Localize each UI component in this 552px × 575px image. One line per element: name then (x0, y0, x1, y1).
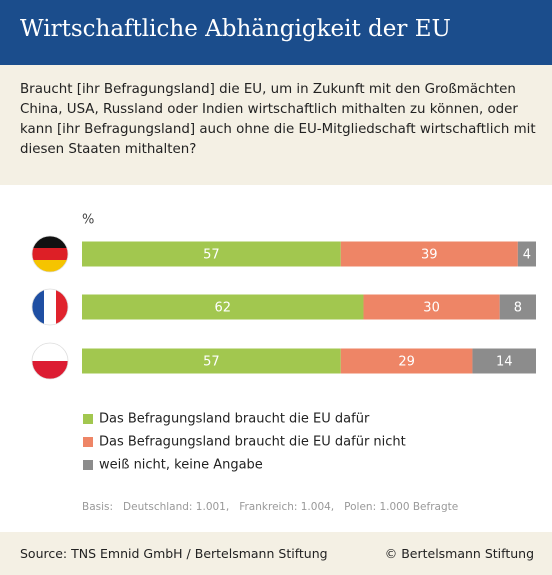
note: Basis: Deutschland: 1.001, Frankreich: 1… (82, 501, 458, 513)
bar-segment (517, 241, 536, 267)
subtitle: Braucht [ihr Befragungsland] die EU, um … (20, 82, 536, 157)
flag-stripe (32, 248, 68, 261)
data-label: 57 (203, 355, 220, 370)
flag-stripe (32, 236, 68, 249)
bar-segment (82, 294, 364, 320)
legend-label: weiß nicht, keine Angabe (99, 458, 263, 473)
header-band (0, 0, 552, 65)
flag-stripe (32, 361, 68, 379)
flag (32, 236, 68, 272)
bar-segment (82, 348, 341, 374)
legend-swatch (83, 414, 93, 424)
unit-label: % (82, 213, 94, 228)
data-label: 57 (203, 248, 220, 263)
footer-band (0, 532, 552, 575)
copyright: © Bertelsmann Stiftung (384, 546, 534, 561)
legend-swatch (83, 460, 93, 470)
flag-outline (31, 288, 69, 326)
flag-outline (31, 342, 69, 380)
legend-label: Das Befragungsland braucht die EU dafür (99, 412, 370, 427)
flag-stripe (32, 289, 45, 325)
bar-segment (499, 294, 536, 320)
bar-segment (363, 294, 500, 320)
source: Source: TNS Emnid GmbH / Bertelsmann Sti… (20, 546, 328, 561)
flag-stripe (32, 343, 68, 362)
bar-segment (340, 348, 473, 374)
data-label: 39 (421, 248, 438, 263)
data-label: 62 (214, 301, 231, 316)
bar-segment (472, 348, 536, 374)
bar-segment (340, 241, 518, 267)
data-label: 14 (496, 355, 513, 370)
title: Wirtschaftliche Abhängigkeit der EU (20, 16, 451, 42)
flag-stripe (32, 260, 68, 272)
flag-stripe (56, 289, 68, 325)
flag-stripe (44, 289, 57, 325)
legend-swatch (83, 437, 93, 447)
data-label: 8 (514, 301, 522, 316)
flag (32, 289, 68, 325)
legend-label: Das Befragungsland braucht die EU dafür … (99, 435, 406, 450)
data-label: 4 (523, 248, 531, 263)
flag (32, 343, 68, 379)
data-label: 30 (423, 301, 440, 316)
data-label: 29 (398, 355, 415, 370)
bar-segment (82, 241, 341, 267)
question-band (0, 65, 552, 185)
flag-outline (31, 235, 69, 273)
